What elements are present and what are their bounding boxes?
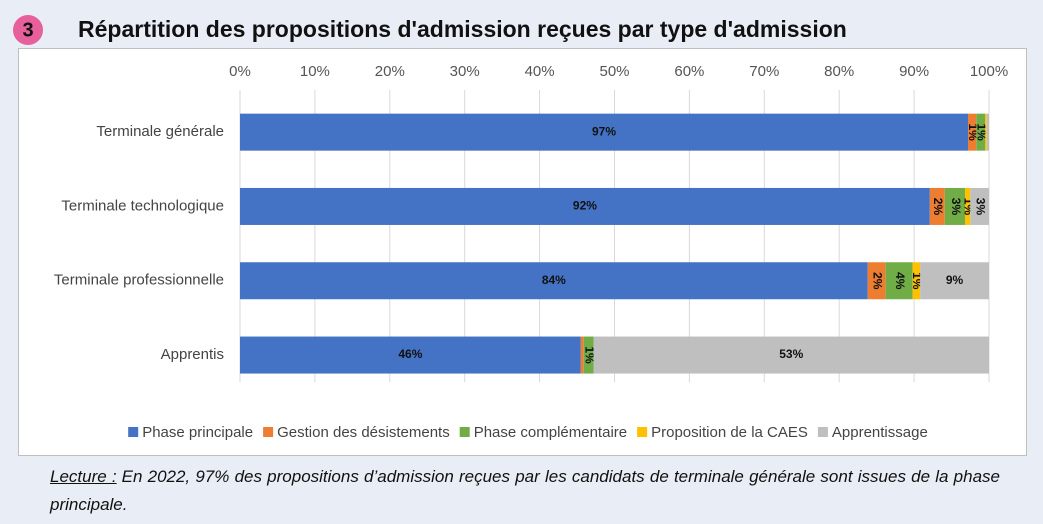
legend-swatch (817, 427, 828, 437)
x-tick-label: 10% (300, 63, 330, 80)
legend-label: Apprentissage (832, 424, 928, 441)
bar-segment (240, 262, 868, 300)
legend-label: Phase principale (142, 424, 253, 441)
value-label: 84% (542, 273, 566, 287)
legend-swatch (128, 427, 139, 437)
legend-label: Gestion des désistements (277, 424, 450, 441)
x-tick-label: 0% (229, 63, 251, 80)
x-tick-label: 50% (599, 63, 629, 80)
bar-segment (240, 113, 969, 151)
bar-segment (985, 113, 987, 151)
x-tick-label: 60% (674, 63, 704, 80)
note: Lecture : En 2022, 97% des propositions d… (50, 463, 1000, 519)
value-label: 4% (893, 272, 907, 290)
bar-segment (240, 187, 930, 225)
x-tick-label: 20% (375, 63, 405, 80)
value-label: 1% (975, 123, 989, 141)
bar-segment (867, 262, 886, 300)
bar-segment (986, 113, 989, 151)
value-label: 46% (398, 347, 422, 361)
y-tick-label: Terminale technologique (61, 197, 224, 214)
value-label: 9% (946, 273, 964, 287)
bar-segment (965, 187, 971, 225)
bar-segment (970, 187, 989, 225)
legend-swatch (637, 427, 648, 437)
bar-segment (912, 262, 921, 300)
value-label: 92% (573, 199, 597, 213)
legend-swatch (263, 427, 274, 437)
badge (13, 15, 43, 45)
badge-number: 3 (22, 19, 33, 41)
chart: 3 Répartition des propositions d'admissi… (13, 15, 1027, 456)
bar-segment (580, 336, 584, 374)
value-label: 2% (931, 198, 945, 216)
note-text: En 2022, 97% des propositions d’admissio… (50, 467, 1000, 514)
x-tick-label: 80% (824, 63, 854, 80)
x-tick-label: 100% (970, 63, 1008, 80)
value-label: 3% (949, 198, 963, 216)
x-tick-label: 70% (749, 63, 779, 80)
legend-swatch (459, 427, 470, 437)
value-label: 2% (870, 272, 884, 290)
value-label: 3% (973, 198, 987, 216)
bar-segment (240, 336, 581, 374)
x-tick-label: 30% (450, 63, 480, 80)
legend-label: Phase complémentaire (474, 424, 627, 441)
bar-segment (944, 187, 966, 225)
bar-segment (920, 262, 989, 300)
chart-title: Répartition des propositions d'admission… (78, 16, 847, 42)
value-label: 97% (592, 124, 616, 138)
y-tick-label: Terminale générale (96, 123, 224, 140)
plot-frame (18, 48, 1027, 456)
bar-segment (968, 113, 977, 151)
bar-segment (885, 262, 913, 300)
bar-segment (593, 336, 989, 374)
bar-segment (929, 187, 945, 225)
note-label: Lecture : (50, 467, 117, 486)
value-label: 53% (779, 347, 803, 361)
x-tick-label: 40% (525, 63, 555, 80)
x-tick-label: 90% (899, 63, 929, 80)
bar-segment (583, 336, 594, 374)
y-tick-label: Terminale professionnelle (54, 272, 224, 289)
bar-segment (976, 113, 986, 151)
legend-label: Proposition de la CAES (651, 424, 808, 441)
value-label: 1% (582, 346, 596, 364)
y-tick-label: Apprentis (161, 346, 224, 363)
